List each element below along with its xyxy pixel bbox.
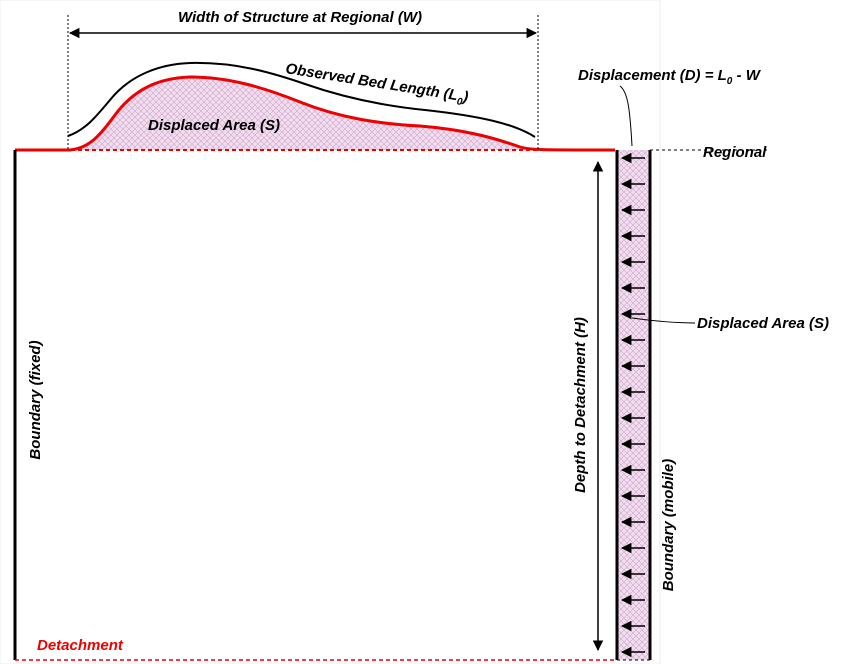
regional-label: Regional (703, 144, 767, 161)
label-text: Observed Bed Length (L (284, 60, 459, 104)
boundary-fixed-label: Boundary (fixed) (27, 340, 44, 459)
displacement-label: Displacement (D) = L0 - W (578, 67, 762, 87)
frame (0, 0, 661, 664)
deformed-bed (15, 75, 616, 152)
area-leader (631, 317, 696, 324)
bed-length-line (67, 61, 536, 138)
displaced-area-label: Displaced Area (S) (148, 117, 280, 134)
detachment-label: Detachment (37, 637, 124, 654)
width-label: Width of Structure at Regional (W) (178, 9, 422, 26)
displaced-area-label: Displaced Area (S) (697, 315, 829, 332)
displaced-area-strip (617, 150, 650, 660)
depth-label: Depth to Detachment (H) (572, 317, 589, 493)
push-arrows (620, 152, 645, 658)
label-text: Displacement (D) = L (578, 67, 727, 84)
boundary-mobile-label: Boundary (mobile) (660, 459, 677, 592)
bed-length-label: Observed Bed Length (L0) (284, 60, 470, 109)
label-sub: 0 (456, 96, 464, 108)
label-sub: 0 (727, 76, 733, 87)
label-text: - W (732, 67, 761, 84)
displaced-area-top (15, 77, 615, 150)
displacement-leader (619, 85, 633, 147)
label-text: ) (460, 88, 470, 106)
